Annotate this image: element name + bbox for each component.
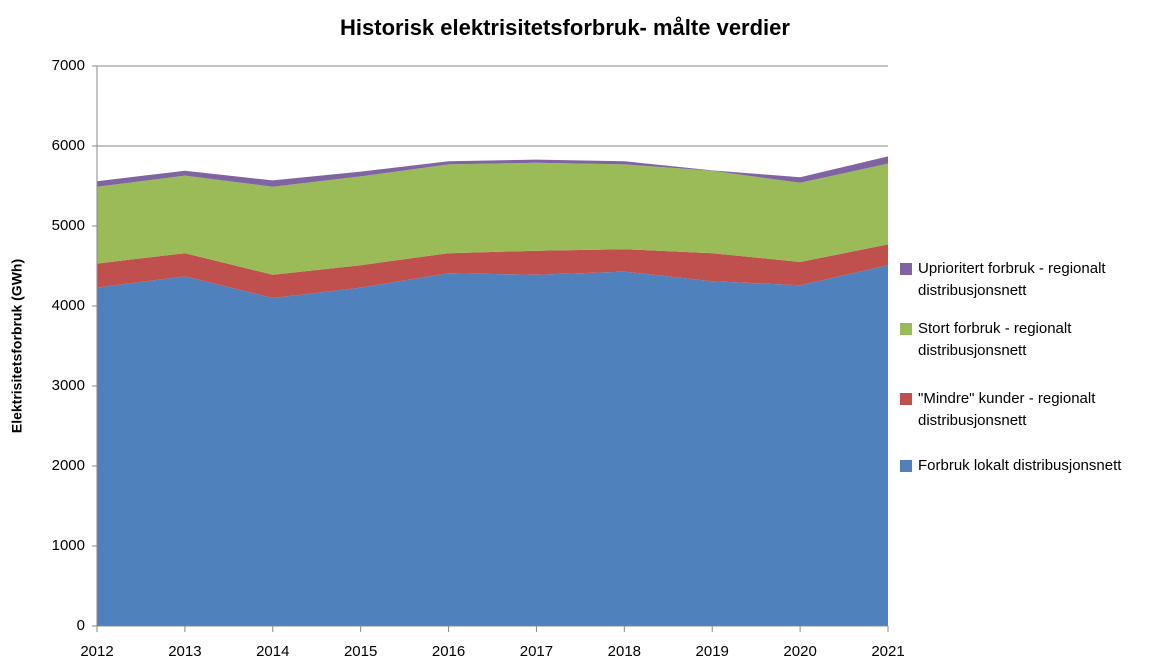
x-tick-label: 2016 <box>432 643 465 659</box>
area <box>97 244 888 298</box>
area <box>97 156 888 187</box>
chart-title: Historisk elektrisitetsforbruk- målte ve… <box>340 15 790 40</box>
y-tick-label: 0 <box>77 617 85 634</box>
x-tick-label: 2014 <box>256 643 289 659</box>
y-tick-label: 2000 <box>52 457 85 474</box>
legend-label: Stort forbruk - regionalt distribusjonsn… <box>918 320 1072 359</box>
legend-swatch <box>900 393 912 405</box>
y-tick-label: 1000 <box>52 537 85 554</box>
legend-swatch <box>900 460 912 472</box>
y-tick-label: 5000 <box>52 217 85 234</box>
y-axis-label: Elektrisitetsforbruk (GWh) <box>9 259 25 433</box>
x-tick-label: 2013 <box>168 643 201 659</box>
legend-swatch <box>900 263 912 275</box>
legend-label: Forbruk lokalt distribusjonsnett <box>918 457 1122 474</box>
x-tick-label: 2021 <box>871 643 904 659</box>
y-tick-label: 4000 <box>52 297 85 314</box>
y-tick-label: 3000 <box>52 377 85 394</box>
x-tick-label: 2020 <box>783 643 816 659</box>
y-tick-label: 7000 <box>52 57 85 74</box>
legend-label: "Mindre" kunder - regionalt distribusjon… <box>918 390 1096 429</box>
x-tick-label: 2019 <box>696 643 729 659</box>
legend-label: Uprioritert forbruk - regionalt distribu… <box>918 260 1106 299</box>
x-tick-label: 2017 <box>520 643 553 659</box>
area <box>97 162 888 275</box>
x-tick-label: 2018 <box>608 643 641 659</box>
x-tick-label: 2015 <box>344 643 377 659</box>
legend-swatch <box>900 323 912 335</box>
x-tick-label: 2012 <box>80 643 113 659</box>
y-tick-label: 6000 <box>52 137 85 154</box>
area <box>97 265 888 626</box>
